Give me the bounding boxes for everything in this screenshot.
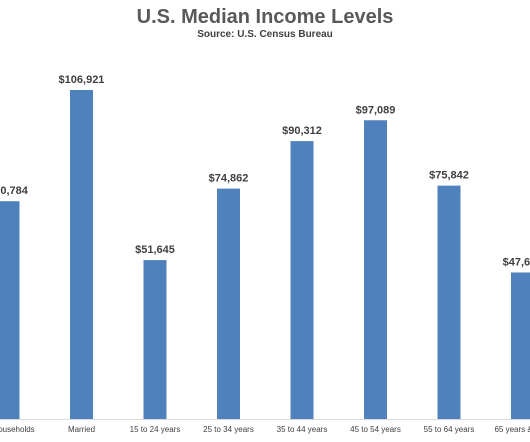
x-tick-label: 35 to 44 years <box>277 425 328 434</box>
data-label: $47,620 <box>503 256 530 268</box>
bar <box>437 185 461 419</box>
chart-title: U.S. Median Income Levels <box>136 6 394 28</box>
bar <box>364 120 387 419</box>
x-tick-label: 25 to 34 years <box>203 425 254 434</box>
bar <box>0 201 20 419</box>
x-tick-label: 45 to 54 years <box>350 425 401 434</box>
data-label: $97,089 <box>356 104 396 116</box>
bar <box>70 90 93 419</box>
chart-subtitle: Source: U.S. Census Bureau <box>197 29 333 40</box>
x-tick-label: 65 years & over <box>494 425 530 434</box>
bar <box>143 260 167 419</box>
data-label: $74,862 <box>209 173 249 185</box>
data-label: $51,645 <box>135 244 175 256</box>
bar <box>511 272 530 419</box>
bar <box>217 188 240 419</box>
x-tick-label: 55 to 64 years <box>424 425 475 434</box>
data-label: $90,312 <box>282 125 322 137</box>
x-tick-label: All Households <box>0 425 35 434</box>
data-label: $75,842 <box>429 170 469 182</box>
bar <box>290 141 314 420</box>
data-label: $70,784 <box>0 185 29 197</box>
x-tick-label: Married <box>68 425 95 434</box>
x-tick-label: 15 to 24 years <box>130 425 181 434</box>
data-label: $106,921 <box>59 74 105 86</box>
